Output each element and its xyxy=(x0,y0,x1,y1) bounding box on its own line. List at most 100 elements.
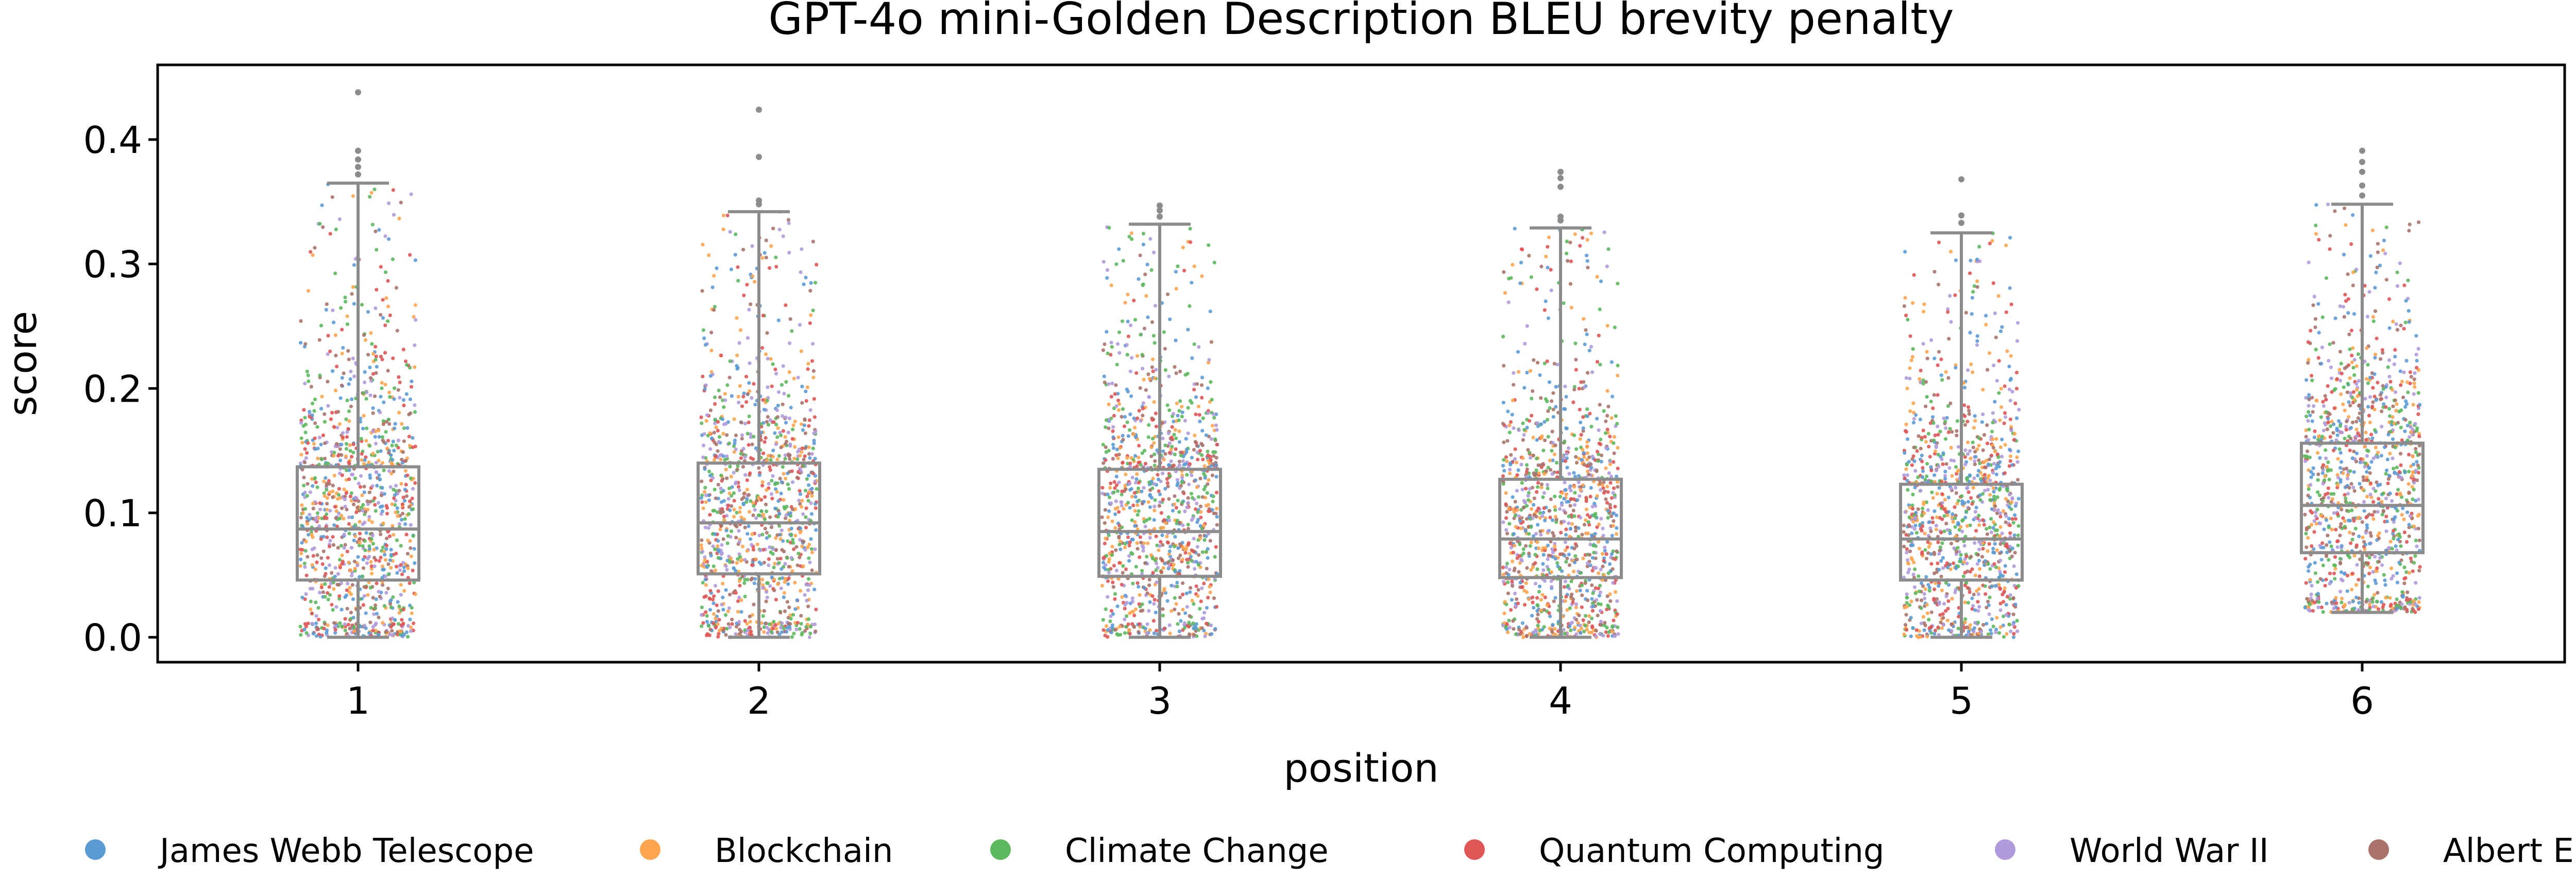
strip-point xyxy=(401,450,405,454)
strip-point xyxy=(1117,625,1122,629)
strip-point xyxy=(1612,451,1616,455)
strip-point xyxy=(798,627,802,631)
strip-point xyxy=(771,547,775,551)
strip-point xyxy=(761,614,765,618)
strip-point xyxy=(703,387,707,391)
strip-point xyxy=(1522,428,1527,432)
strip-point xyxy=(311,502,315,506)
strip-point xyxy=(1535,438,1539,442)
strip-point xyxy=(1905,550,1909,555)
strip-point xyxy=(1134,371,1139,375)
strip-point xyxy=(721,608,725,612)
strip-point xyxy=(404,630,409,634)
strip-point xyxy=(371,452,375,456)
strip-point xyxy=(1590,505,1595,509)
strip-point xyxy=(1112,564,1116,568)
strip-point xyxy=(369,191,374,195)
strip-point xyxy=(1603,549,1607,553)
strip-point xyxy=(1579,420,1583,425)
strip-point xyxy=(737,620,741,624)
strip-point xyxy=(1145,263,1149,267)
strip-point xyxy=(377,435,381,439)
strip-point xyxy=(1196,588,1200,592)
strip-point xyxy=(351,503,356,507)
strip-point xyxy=(734,632,738,636)
strip-point xyxy=(1199,510,1203,514)
strip-point xyxy=(1115,447,1119,452)
strip-point xyxy=(408,443,412,447)
strip-point xyxy=(1143,561,1147,565)
strip-point xyxy=(809,313,813,317)
strip-point xyxy=(1205,622,1209,626)
strip-point xyxy=(705,565,709,569)
strip-point xyxy=(1135,354,1140,358)
strip-point xyxy=(1590,568,1595,573)
strip-point xyxy=(1547,554,1551,558)
strip-point xyxy=(1192,626,1196,630)
strip-point xyxy=(1529,540,1533,544)
strip-point xyxy=(743,422,747,426)
strip-point xyxy=(2016,524,2021,528)
strip-point xyxy=(1107,226,1111,230)
strip-point xyxy=(1109,614,1113,618)
strip-point xyxy=(1936,453,1940,457)
outlier-point xyxy=(756,197,762,204)
strip-point xyxy=(735,468,739,472)
strip-point xyxy=(1510,559,1515,563)
strip-point xyxy=(1582,385,1587,389)
strip-point xyxy=(702,490,707,494)
strip-point xyxy=(1550,399,1554,403)
strip-point xyxy=(1517,514,1521,519)
strip-point xyxy=(1528,544,1532,548)
strip-point xyxy=(1200,453,1204,457)
strip-point xyxy=(1162,627,1166,631)
strip-point xyxy=(1982,523,1986,527)
strip-point xyxy=(1521,547,1526,551)
strip-point xyxy=(1151,476,1155,481)
strip-point xyxy=(1913,567,1917,572)
strip-point xyxy=(735,561,739,565)
strip-point xyxy=(1151,619,1156,623)
strip-point xyxy=(1541,562,1545,566)
strip-point xyxy=(1106,579,1110,583)
strip-point xyxy=(371,628,375,633)
strip-point xyxy=(1200,383,1204,387)
strip-point xyxy=(353,534,358,539)
strip-point xyxy=(380,504,384,508)
strip-point xyxy=(1599,623,1603,627)
strip-point xyxy=(1589,486,1593,490)
strip-point xyxy=(402,565,406,570)
strip-point xyxy=(352,539,356,543)
strip-point xyxy=(1204,485,1208,489)
strip-point xyxy=(1547,509,1551,513)
strip-point xyxy=(1511,584,1515,588)
strip-point xyxy=(1206,450,1210,454)
strip-point xyxy=(1521,635,1526,640)
strip-point xyxy=(1169,447,1173,452)
strip-point xyxy=(704,610,708,614)
strip-point xyxy=(770,384,774,388)
strip-point xyxy=(1154,411,1158,416)
strip-point xyxy=(750,532,754,537)
strip-point xyxy=(397,216,401,220)
strip-point xyxy=(1571,400,1575,404)
strip-point xyxy=(1585,259,1589,263)
strip-point xyxy=(315,560,319,564)
strip-point xyxy=(773,506,777,511)
strip-point xyxy=(338,458,343,462)
strip-point xyxy=(1506,573,1511,577)
outlier-point xyxy=(1557,168,1564,175)
strip-point xyxy=(1206,360,1211,365)
strip-point xyxy=(337,217,342,221)
strip-point xyxy=(1590,370,1595,374)
strip-point xyxy=(1188,304,1192,308)
strip-point xyxy=(790,569,794,573)
strip-point xyxy=(366,502,370,506)
strip-point xyxy=(1106,635,1110,639)
strip-point xyxy=(352,374,357,378)
strip-point xyxy=(1109,353,1113,357)
strip-point xyxy=(745,283,749,287)
strip-point xyxy=(375,248,379,252)
strip-point xyxy=(327,479,331,483)
strip-point xyxy=(301,524,305,529)
